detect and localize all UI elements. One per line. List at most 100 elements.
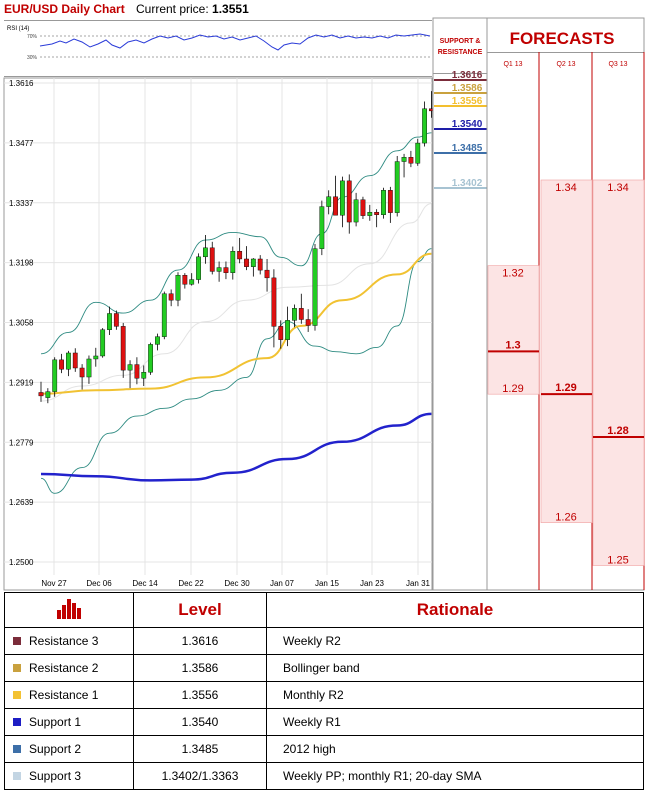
bar-chart-icon [57,598,81,619]
row-level: 1.3586 [133,654,267,682]
forecast-target-label: 1.3 [505,339,520,351]
row-label: Resistance 2 [29,661,99,675]
row-level: 1.3485 [133,735,267,763]
candle-body [312,248,318,326]
row-rationale: Bollinger band [266,654,644,682]
candle-body [340,180,345,216]
forecast-column-label: Q2 13 [556,61,575,68]
candle-body [141,372,147,379]
candle [127,360,133,389]
forecast-column: Q2 13 1.34 1.29 1.26 [540,52,593,590]
candle [120,322,126,378]
candle [93,347,99,367]
forecast-high-label: 1.34 [607,182,628,194]
candle [148,342,153,375]
candle [72,348,78,372]
x-tick-label: Jan 07 [270,579,295,588]
forecast-panel: FORECASTS Q1 13 1.32 1.3 1.29 Q2 13 1.34 1.29 1… [486,17,645,591]
level-label: 1.3556 [452,96,483,107]
rsi-upper-label: 70% [27,34,38,40]
candle [292,304,297,328]
candle-body [182,275,188,285]
candle-body [264,269,270,279]
candle [230,246,236,280]
candle [52,357,58,397]
level-marker: 1.3616 [434,70,487,81]
current-price: Current price: 1.3551 [136,2,249,16]
forecast-column: Q3 13 1.34 1.28 1.25 [592,52,645,590]
table-row: Support 1 1.3540 Weekly R1 [4,708,644,736]
candle-body [79,367,85,378]
forecast-columns: Q1 13 1.32 1.3 1.29 Q2 13 1.34 1.29 1.26 Q3 13 1.… [487,52,645,590]
table-logo-cell [4,592,134,628]
candle-body [45,391,51,398]
candle-body [86,358,92,378]
y-tick-label: 1.2500 [9,558,34,567]
forecast-high-label: 1.34 [555,182,576,194]
candle-body [65,352,71,370]
candle-body [305,319,311,326]
candle [100,328,106,358]
color-swatch [13,663,21,672]
row-label-cell: Support 2 [4,735,134,763]
candle-body [298,308,304,320]
candle [209,241,215,275]
chart-title: EUR/USD Daily Chart [4,2,125,16]
level-label: 1.3402 [452,178,483,189]
candle [216,261,222,282]
candle-body [333,196,338,216]
candle [278,320,284,349]
candle [196,253,201,284]
candle-body [278,326,284,340]
x-tick-label: Jan 31 [406,579,431,588]
candle-body [100,329,106,357]
y-tick-label: 1.3337 [9,199,34,208]
table-row: Resistance 2 1.3586 Bollinger band [4,654,644,682]
table-row: Support 2 1.3485 2012 high [4,735,644,763]
forecast-column-label: Q1 13 [503,61,522,68]
candle-body [196,256,201,280]
x-tick-label: Dec 22 [178,579,204,588]
candle [250,258,256,277]
rsi-lower-label: 30% [27,55,38,61]
row-label: Resistance 3 [29,634,99,648]
candle-body [285,320,290,340]
row-label-cell: Support 3 [4,762,134,790]
candle-body [326,196,332,207]
candle-body [230,251,236,273]
row-label: Resistance 1 [29,688,99,702]
y-axis-ticks: 1.3616 1.3477 1.3337 1.3198 1.3058 1.2919 1.27… [9,79,34,567]
candle-body [52,359,58,392]
candle-body [120,326,126,371]
candle [333,175,338,216]
moving-averages [40,252,432,482]
candle [59,353,64,374]
x-tick-label: Nov 27 [41,579,67,588]
candle-body [168,293,174,301]
level-marker: 1.3540 [434,119,487,130]
forecast-target-label: 1.28 [607,425,628,437]
row-label-cell: Resistance 2 [4,654,134,682]
x-tick-label: Dec 14 [132,579,158,588]
candle [45,388,51,404]
forecast-low-label: 1.25 [607,555,628,567]
y-tick-label: 1.3616 [9,79,34,88]
level-label: 1.3616 [452,70,483,81]
row-rationale: Weekly R1 [266,708,644,736]
candle [387,186,393,223]
candle-body [107,313,112,330]
forecast-column-label: Q3 13 [608,61,627,68]
candle [223,261,229,280]
candle-body [155,336,160,345]
candle-body [319,206,325,249]
level-marker: 1.3556 [434,96,487,107]
y-tick-label: 1.3477 [9,139,34,148]
row-rationale: Weekly R2 [266,627,644,655]
candle [237,237,243,264]
chart-header: EUR/USD Daily Chart Current price: 1.355… [0,0,432,20]
sr-title-line1: SUPPORT & [440,38,481,45]
candle [422,101,427,147]
row-level: 1.3616 [133,627,267,655]
plot-area [3,77,433,591]
sr-title-line2: RESISTANCE [438,49,483,56]
